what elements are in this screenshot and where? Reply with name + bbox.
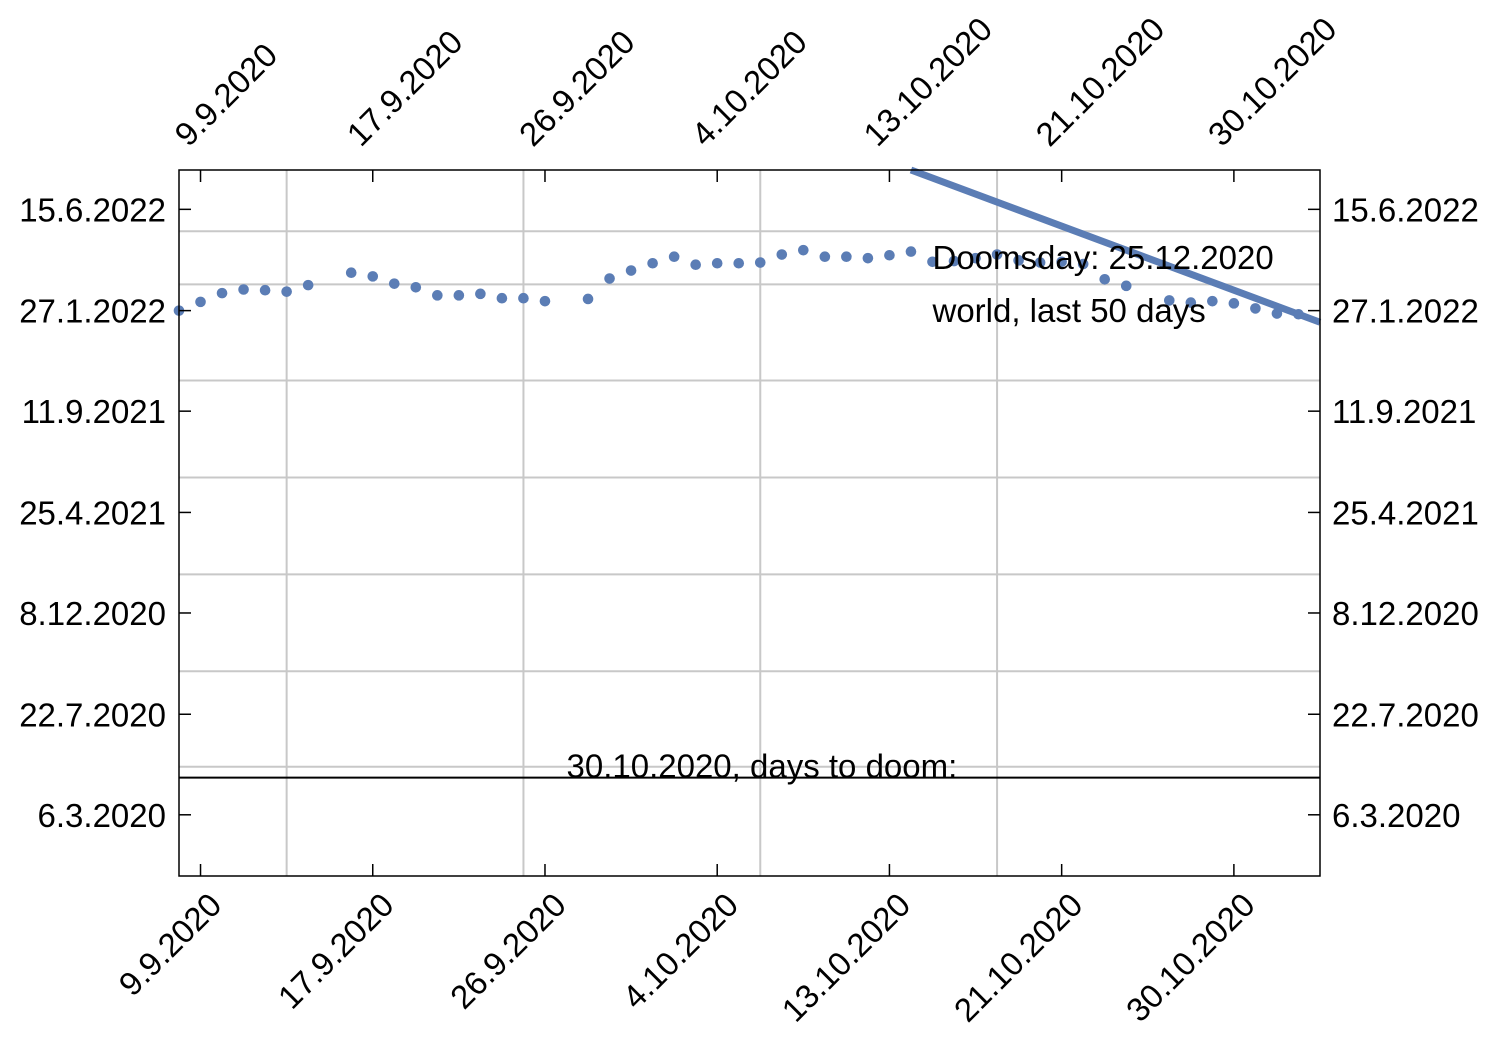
data-point: [1099, 273, 1111, 285]
x-tick-label-top: 17.9.2020: [340, 23, 470, 153]
data-point: [604, 273, 615, 284]
data-point: [216, 287, 228, 299]
data-point: [345, 267, 357, 279]
annotation-line: world, last 50 days: [931, 292, 1205, 329]
y-tick-label-right: 27.1.2022: [1332, 293, 1479, 330]
x-tick-label-bottom: 21.10.2020: [947, 886, 1090, 1029]
y-tick-label-right: 6.3.2020: [1332, 797, 1460, 834]
x-tick-label-top: 30.10.2020: [1201, 10, 1344, 153]
x-tick-label-bottom: 9.9.2020: [111, 886, 228, 1003]
data-point: [582, 293, 594, 305]
data-point: [259, 284, 271, 296]
x-tick-label-top: 4.10.2020: [684, 23, 814, 153]
annotation-line: Doomsday: 25.12.2020: [932, 239, 1273, 276]
data-point: [948, 255, 960, 267]
data-point: [927, 256, 938, 268]
data-point: [690, 259, 701, 271]
data-point: [970, 252, 981, 264]
x-tick-label-bottom: 4.10.2020: [615, 886, 745, 1016]
data-point: [754, 257, 766, 268]
y-tick-label-right: 22.7.2020: [1332, 696, 1479, 733]
data-point: [1056, 256, 1067, 268]
x-tick-label-top: 9.9.2020: [167, 36, 284, 153]
trend-line: [909, 166, 1322, 326]
x-tick-label-bottom: 26.9.2020: [443, 886, 573, 1016]
x-tick-label-top: 13.10.2020: [856, 10, 999, 153]
data-point: [1013, 255, 1024, 266]
data-point: [733, 257, 745, 269]
y-tick-label-right: 8.12.2020: [1332, 595, 1479, 632]
data-point: [776, 249, 788, 260]
data-point: [884, 249, 895, 261]
data-point: [1034, 257, 1046, 268]
chart-annotations: Doomsday: 25.12.2020 world, last 50 days 3…: [567, 239, 1274, 785]
data-point: [453, 290, 465, 301]
y-tick-label-right: 15.6.2022: [1332, 191, 1479, 228]
y-tick-label-left: 27.1.2022: [19, 293, 166, 330]
annotation-text: 30.10.2020, days to doom:: [567, 748, 958, 785]
x-tick-label-bottom: 13.10.2020: [774, 886, 917, 1029]
y-tick-label-right: 25.4.2021: [1332, 494, 1479, 531]
data-point: [539, 295, 551, 307]
data-point: [195, 296, 206, 308]
chart-plot: [173, 166, 1322, 326]
y-tick-label-left: 22.7.2020: [19, 696, 166, 733]
x-tick-label-top: 21.10.2020: [1028, 10, 1171, 153]
data-point: [647, 257, 658, 269]
data-point: [1077, 258, 1089, 270]
y-tick-label-left: 6.3.2020: [38, 797, 166, 834]
x-tick-label-bottom: 30.10.2020: [1119, 886, 1262, 1029]
annotation-text: Doomsday: 25.12.2020 world, last 50 days: [931, 239, 1273, 329]
data-point: [410, 282, 422, 293]
data-point: [367, 271, 379, 282]
data-point: [711, 257, 723, 269]
data-point: [238, 284, 249, 295]
data-point: [819, 251, 831, 263]
data-point: [1228, 298, 1240, 309]
y-tick-label-left: 15.6.2022: [19, 191, 166, 228]
data-point: [1293, 308, 1304, 320]
data-point: [496, 292, 508, 304]
x-tick-label-top: 26.9.2020: [512, 23, 642, 153]
data-point: [475, 288, 486, 300]
data-point: [1120, 280, 1132, 292]
data-point: [1185, 297, 1197, 308]
data-point: [1164, 295, 1175, 306]
data-point: [281, 286, 292, 297]
data-point: [798, 244, 809, 256]
data-point: [1271, 308, 1283, 319]
data-point: [302, 279, 314, 291]
y-tick-label-left: 11.9.2021: [22, 393, 166, 430]
chart-frame: [178, 169, 1321, 877]
data-point: [388, 278, 400, 289]
data-point: [1207, 295, 1218, 307]
data-point: [1250, 303, 1261, 314]
data-point: [668, 251, 680, 263]
x-tick-label-bottom: 17.9.2020: [271, 886, 401, 1016]
data-point: [862, 252, 874, 264]
data-point: [518, 292, 529, 304]
data-point: [905, 246, 917, 257]
annotation-line: 30.10.2020, days to doom:: [567, 748, 958, 785]
data-point: [432, 290, 443, 301]
data-point: [841, 251, 852, 263]
y-tick-label-left: 25.4.2021: [19, 494, 166, 531]
y-tick-label-right: 11.9.2021: [1332, 393, 1476, 430]
y-tick-label-left: 8.12.2020: [19, 595, 166, 632]
data-point: [991, 249, 1003, 260]
data-point: [625, 265, 637, 276]
